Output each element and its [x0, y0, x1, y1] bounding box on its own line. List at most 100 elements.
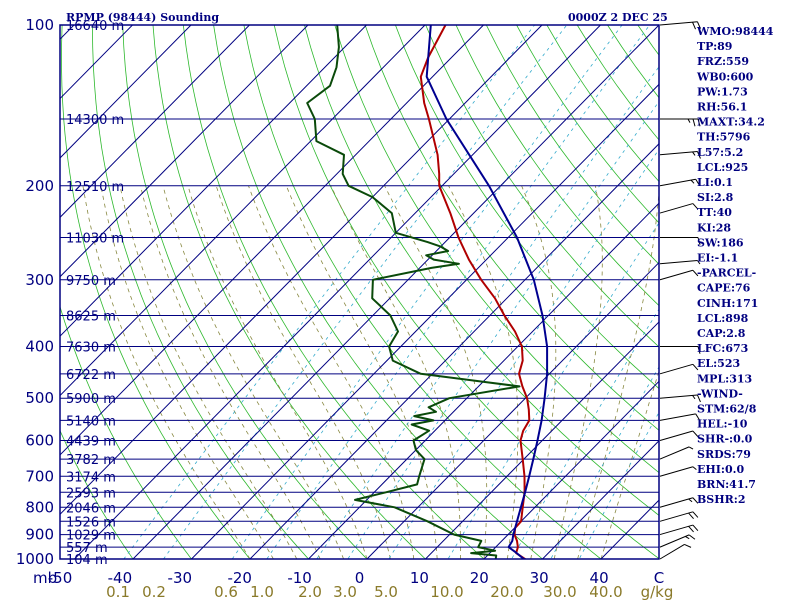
index-value: CAPE:76	[697, 282, 751, 295]
wind-barb-shaft	[659, 363, 694, 375]
mixing-ratio-tick-label: 2.0	[298, 583, 322, 600]
wind-barb-shaft	[659, 21, 698, 26]
mixing-ratio-line	[511, 308, 659, 559]
series-line-dewpoint	[306, 25, 521, 559]
dry-adiabat	[60, 305, 193, 559]
temperature-tick-label: C	[654, 569, 664, 587]
index-value: MPL:313	[697, 372, 752, 385]
plot-frame	[59, 24, 660, 560]
wind-barb	[660, 118, 701, 127]
temperature-tick-label: -20	[227, 569, 252, 587]
wind-barb-feather	[695, 178, 701, 186]
wind-barb-feather	[697, 237, 701, 245]
wind-barb-feather	[692, 497, 699, 504]
wind-barb-feather	[697, 260, 701, 265]
wind-barb-shaft	[659, 178, 696, 187]
wind-barb-feather	[692, 511, 699, 518]
mixing-ratio-line	[266, 25, 651, 559]
mixing-ratio-line	[388, 148, 659, 559]
mixing-ratio-tick-label: 0.6	[214, 583, 238, 600]
height-label: 4439 m	[66, 435, 116, 450]
height-label: 11030 m	[66, 231, 124, 246]
chart-title: RPMP (98444) Sounding	[66, 11, 219, 24]
isotherm-line	[60, 25, 192, 159]
mixing-ratio-tick-label: 10.0	[430, 583, 463, 600]
wind-barb-feather	[692, 151, 696, 156]
isotherm-line	[60, 25, 250, 219]
wind-barb	[659, 21, 701, 30]
index-value: HEL:-10	[697, 418, 748, 431]
mixing-ratio-line	[550, 366, 659, 559]
isotherm-line	[132, 25, 659, 559]
wind-barb-feather	[696, 394, 701, 403]
pressure-tick-label: 400	[25, 338, 54, 356]
temperature-tick-label: 30	[530, 569, 549, 587]
isobars	[60, 24, 659, 560]
index-value: LI:0.1	[697, 176, 733, 189]
index-value: TT:40	[697, 206, 732, 219]
chart-time: 0000Z 2 DEC 25	[568, 11, 668, 24]
wind-barb-feather	[690, 179, 695, 184]
wind-barb	[659, 178, 701, 187]
height-label: 3782 m	[66, 453, 116, 468]
height-label: 5900 m	[66, 392, 116, 407]
isotherms	[60, 25, 659, 559]
dry-adiabat	[364, 25, 659, 431]
mixing-ratio-line	[578, 411, 659, 559]
wind-barb-feather	[688, 446, 694, 450]
wind-barb-feather	[692, 269, 699, 277]
pressure-tick-label: 100	[25, 16, 54, 34]
index-value: LCL:898	[697, 312, 749, 325]
height-label: 7630 m	[66, 341, 116, 356]
dry-adiabat	[182, 25, 485, 559]
isotherm-line	[366, 261, 659, 559]
height-label: 6722 m	[66, 368, 116, 383]
mixing-ratio-tick-label: 5.0	[374, 583, 398, 600]
wind-barb-shaft	[659, 544, 685, 560]
pressure-tick-label: 500	[25, 389, 54, 407]
wind-barb	[659, 446, 694, 460]
wind-barb-shaft	[659, 466, 694, 477]
height-label: 3174 m	[66, 470, 116, 485]
index-value: MAXT:34.2	[697, 116, 765, 129]
moist-adiabat	[215, 185, 391, 559]
wind-barb-feather	[688, 534, 696, 540]
temperature-tick-label: -10	[287, 569, 312, 587]
dry-adiabat	[304, 25, 659, 516]
mixing-ratio-lines	[123, 25, 659, 559]
dry-adiabat	[61, 25, 251, 559]
isotherm-line	[191, 83, 659, 559]
mixing-ratio-tick-label: 30.0	[543, 583, 576, 600]
wind-barb-shaft	[659, 430, 694, 442]
wind-barb-feather	[688, 498, 693, 503]
moist-adiabat	[330, 185, 462, 559]
index-value: EHI:0.0	[697, 463, 744, 476]
wind-barb-shaft	[659, 446, 690, 460]
index-value: TH:5796	[697, 131, 751, 144]
moist-adiabat	[384, 185, 488, 559]
pressure-tick-label: 700	[25, 467, 54, 485]
index-value: EL:523	[697, 357, 740, 370]
isotherm-line	[60, 25, 309, 278]
isotherm-line	[60, 25, 543, 516]
wind-barb-feather	[697, 118, 701, 127]
wind-barb	[659, 150, 701, 159]
wind-barb-feather	[692, 430, 699, 437]
index-value: WMO:98444	[696, 25, 774, 38]
wind-barb-shaft	[659, 269, 694, 281]
wind-barb	[659, 363, 699, 375]
height-label: 1029 m	[66, 529, 116, 544]
stability-indices: WMO:98444 TP:89 FRZ:559 WB0:600 PW:1.73 RH:56…	[696, 25, 774, 506]
pressure-tick-label: 300	[25, 271, 54, 289]
height-label: 2593 m	[66, 486, 116, 501]
wind-barb	[659, 413, 701, 421]
height-label: 14300 m	[66, 113, 124, 128]
wind-barb-shaft	[659, 534, 690, 548]
pressure-tick-label: 800	[25, 498, 54, 516]
height-label: 557 m	[66, 541, 108, 556]
mixing-ratio-line	[231, 25, 623, 559]
wind-barb-shaft	[659, 413, 696, 421]
wind-barb-shaft	[659, 524, 694, 536]
wind-barb	[660, 346, 701, 354]
